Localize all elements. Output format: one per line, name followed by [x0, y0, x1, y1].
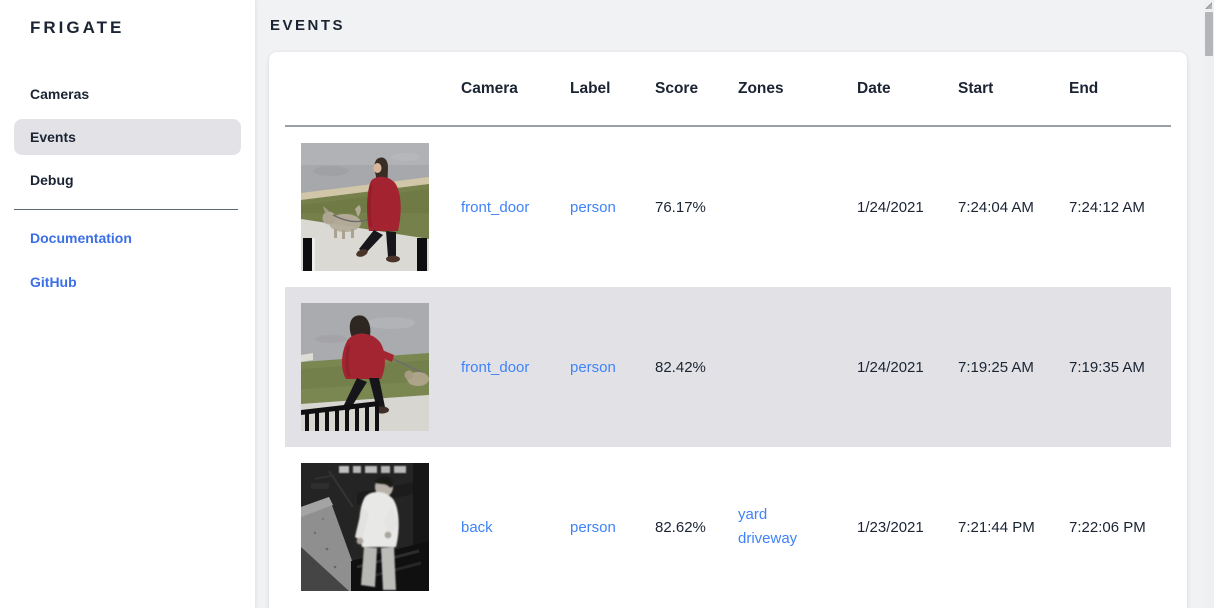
event-row: front_door person 76.17% 1/24/2021 7:24:…: [285, 127, 1171, 287]
event-thumbnail-cell: [285, 127, 445, 287]
camera-link[interactable]: front_door: [461, 198, 530, 216]
sidebar-item-events[interactable]: Events: [14, 119, 241, 155]
event-camera-cell: front_door: [445, 199, 554, 216]
table-header-row: Camera Label Score Zones Date Start End: [285, 52, 1171, 127]
event-score-cell: 82.42%: [655, 358, 706, 376]
sidebar-item-debug[interactable]: Debug: [30, 172, 74, 188]
event-end-cell: 7:24:12 AM: [1069, 198, 1145, 216]
event-date-cell: 1/23/2021: [857, 518, 924, 536]
event-zones-cell: yard driveway: [722, 503, 841, 551]
event-camera-cell: back: [445, 519, 554, 536]
column-header-label: Label: [570, 79, 611, 97]
event-thumbnail[interactable]: [301, 303, 429, 431]
event-score-cell: 76.17%: [655, 198, 706, 216]
sidebar-nav: Cameras Events Debug: [0, 76, 255, 198]
sidebar: FRIGATE Cameras Events Debug Documentati…: [0, 0, 255, 608]
event-start-cell: 7:24:04 AM: [958, 198, 1034, 216]
event-thumbnail[interactable]: [301, 143, 429, 271]
page-title: EVENTS: [270, 17, 346, 34]
label-link[interactable]: person: [570, 358, 616, 376]
event-label-cell: person: [554, 519, 639, 536]
event-row: back person 82.62% yard driveway 1/23/20…: [285, 447, 1171, 607]
camera-link[interactable]: front_door: [461, 358, 530, 376]
event-row: front_door person 82.42% 1/24/2021 7:19:…: [285, 287, 1171, 447]
column-header-end: End: [1069, 79, 1099, 97]
event-camera-cell: front_door: [445, 359, 554, 376]
event-date-cell: 1/24/2021: [857, 198, 924, 216]
label-link[interactable]: person: [570, 518, 616, 536]
camera-link[interactable]: back: [461, 518, 493, 536]
scrollbar-corner-arrow-icon: [1205, 2, 1212, 9]
zone-link-yard[interactable]: yard: [738, 506, 768, 523]
column-header-start: Start: [958, 79, 994, 97]
event-end-cell: 7:19:35 AM: [1069, 358, 1145, 376]
event-score-cell: 82.62%: [655, 518, 706, 536]
column-header-date: Date: [857, 79, 891, 97]
scrollbar-thumb[interactable]: [1205, 12, 1213, 56]
sidebar-item-cameras[interactable]: Cameras: [30, 86, 90, 102]
event-label-cell: person: [554, 359, 639, 376]
event-date-cell: 1/24/2021: [857, 358, 924, 376]
scrollbar-track[interactable]: [1204, 0, 1214, 608]
event-thumbnail-cell: [285, 447, 445, 607]
sidebar-link-documentation[interactable]: Documentation: [30, 230, 132, 246]
zone-link-driveway[interactable]: driveway: [738, 530, 798, 547]
label-link[interactable]: person: [570, 198, 616, 216]
event-start-cell: 7:21:44 PM: [958, 518, 1035, 536]
event-thumbnail[interactable]: [301, 463, 429, 591]
app-logo[interactable]: FRIGATE: [30, 18, 125, 37]
event-start-cell: 7:19:25 AM: [958, 358, 1034, 376]
column-header-camera: Camera: [461, 79, 518, 97]
column-header-zones: Zones: [738, 79, 784, 97]
sidebar-link-github[interactable]: GitHub: [30, 274, 77, 290]
column-header-score: Score: [655, 79, 699, 97]
event-label-cell: person: [554, 199, 639, 216]
events-card: Camera Label Score Zones Date Start End: [269, 52, 1187, 608]
event-end-cell: 7:22:06 PM: [1069, 518, 1146, 536]
event-thumbnail-cell: [285, 287, 445, 447]
main-content: EVENTS Camera Label Score Zones Date Sta…: [255, 0, 1214, 608]
sidebar-divider: [14, 209, 238, 210]
